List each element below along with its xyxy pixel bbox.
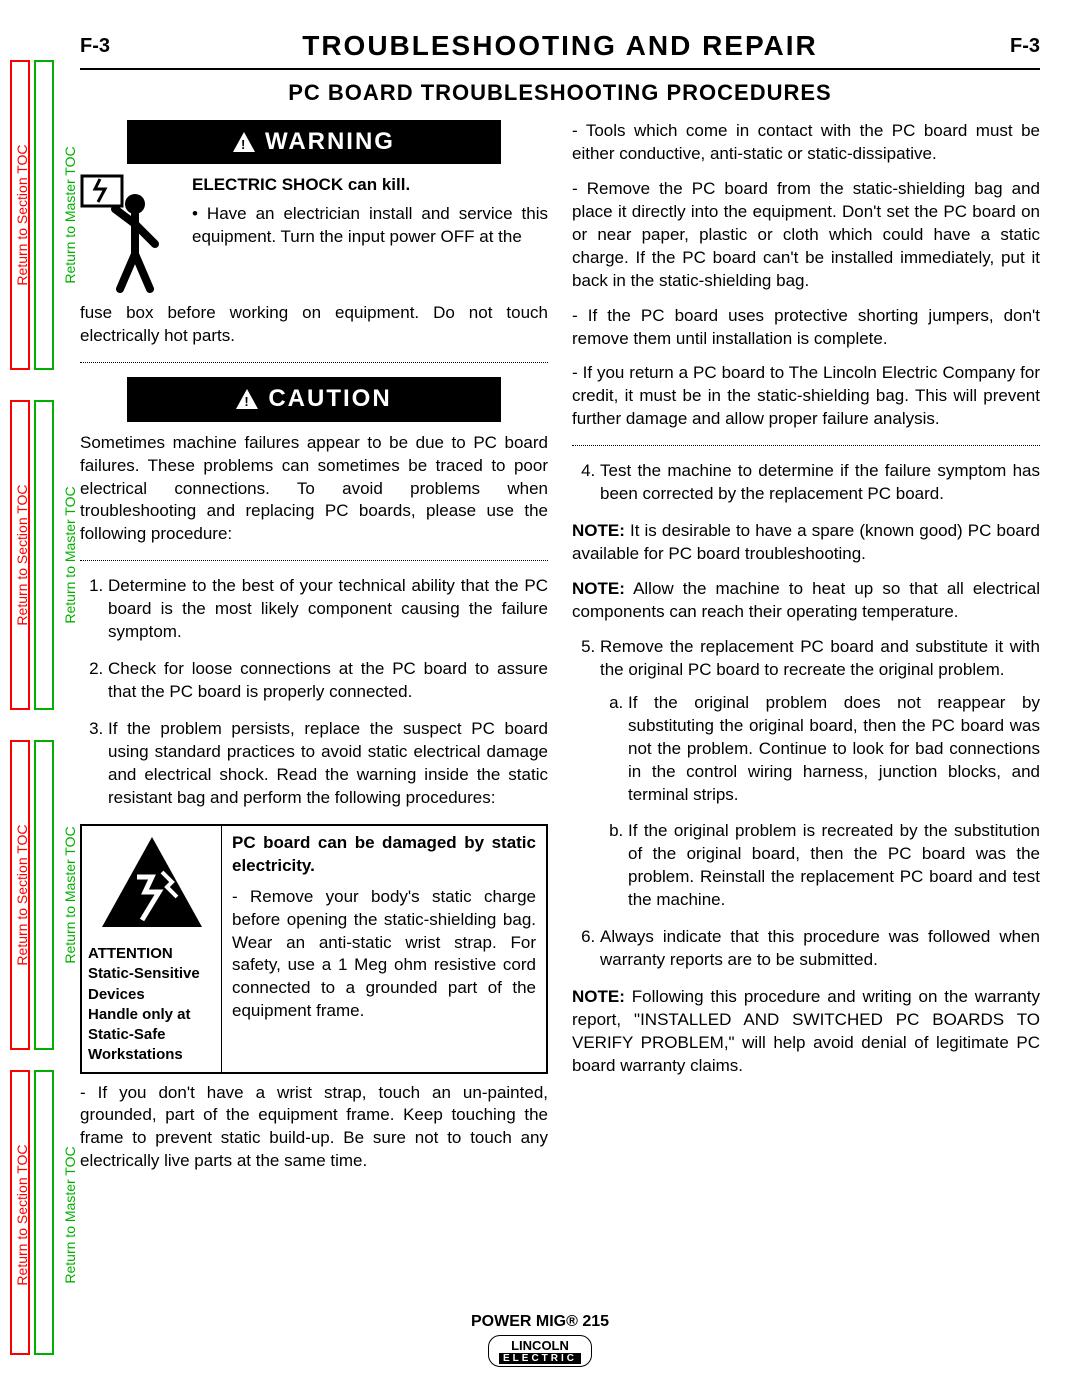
sidebar-section-3[interactable]: Return to Section TOC [10, 740, 30, 1050]
divider-1 [80, 362, 548, 363]
step-1: Determine to the best of your technical … [108, 575, 548, 644]
sidebar-section-2[interactable]: Return to Section TOC [10, 400, 30, 710]
note-2: NOTE: Allow the machine to heat up so th… [572, 578, 1040, 624]
right-p2: - Remove the PC board from the static-sh… [572, 178, 1040, 293]
note-1: NOTE: It is desirable to have a spare (k… [572, 520, 1040, 566]
step-5: Remove the replacement PC board and subs… [600, 636, 1040, 912]
static-right-panel: PC board can be damaged by static electr… [222, 826, 546, 1072]
page-content: F-3 TROUBLESHOOTING AND REPAIR F-3 PC BO… [80, 30, 1040, 1185]
attention-label: ATTENTION [88, 944, 215, 964]
sidebar-toc-links: Return to Section TOC Return to Master T… [10, 0, 60, 1397]
step-5b: If the original problem is recreated by … [628, 820, 1040, 912]
caution-triangle-icon [236, 389, 258, 409]
step-6: Always indicate that this procedure was … [600, 926, 1040, 972]
caution-intro: Sometimes machine failures appear to be … [80, 432, 548, 547]
step-5-sublist: If the original problem does not reappea… [600, 692, 1040, 912]
attention-lines: Static-Sensitive Devices Handle only at … [88, 964, 215, 1065]
shock-continuation: fuse box before working on equipment. Do… [80, 302, 548, 348]
header-row: F-3 TROUBLESHOOTING AND REPAIR F-3 [80, 30, 1040, 62]
procedure-list-5-6: Remove the replacement PC board and subs… [572, 636, 1040, 972]
procedure-list-1-3: Determine to the best of your technical … [80, 575, 548, 809]
caution-label: CAUTION [268, 383, 391, 415]
electric-shock-block: ELECTRIC SHOCK can kill. • Have an elect… [80, 174, 548, 294]
product-name: POWER MIG® 215 [0, 1313, 1080, 1331]
page-footer: POWER MIG® 215 LINCOLN ELECTRIC [0, 1313, 1080, 1367]
divider-2 [80, 560, 548, 561]
right-p3: - If the PC board uses protective shorti… [572, 305, 1040, 351]
static-body-1: - Remove your body's static charge befor… [232, 886, 536, 1024]
page-subtitle: PC BOARD TROUBLESHOOTING PROCEDURES [80, 80, 1040, 106]
esd-triangle-icon [88, 832, 215, 938]
sidebar-section-1[interactable]: Return to Section TOC [10, 60, 30, 370]
note-3: NOTE: Following this procedure and writi… [572, 986, 1040, 1078]
step-2: Check for loose connections at the PC bo… [108, 658, 548, 704]
static-heading: PC board can be damaged by static electr… [232, 832, 536, 878]
shock-heading: ELECTRIC SHOCK can kill. [192, 174, 548, 197]
step-3: If the problem persists, replace the sus… [108, 718, 548, 810]
divider-3 [572, 445, 1040, 446]
static-left-panel: ATTENTION Static-Sensitive Devices Handl… [82, 826, 222, 1072]
static-attention-box: ATTENTION Static-Sensitive Devices Handl… [80, 824, 548, 1074]
right-p4: - If you return a PC board to The Lincol… [572, 362, 1040, 431]
warning-banner: WARNING [127, 120, 501, 164]
sidebar-master-3[interactable]: Return to Master TOC [34, 740, 54, 1050]
page-code-right: F-3 [1010, 35, 1040, 58]
shock-person-icon [80, 174, 180, 294]
right-p1: - Tools which come in contact with the P… [572, 120, 1040, 166]
warning-label: WARNING [265, 126, 395, 158]
sidebar-master-1[interactable]: Return to Master TOC [34, 60, 54, 370]
sidebar-master-2[interactable]: Return to Master TOC [34, 400, 54, 710]
logo-bottom: ELECTRIC [499, 1353, 581, 1364]
step-4: Test the machine to determine if the fai… [600, 460, 1040, 506]
logo-top: LINCOLN [499, 1338, 581, 1353]
shock-text: ELECTRIC SHOCK can kill. • Have an elect… [192, 174, 548, 294]
step-5a: If the original problem does not reappea… [628, 692, 1040, 807]
caution-banner: CAUTION [127, 377, 501, 421]
lincoln-logo: LINCOLN ELECTRIC [488, 1335, 592, 1367]
page-code-left: F-3 [80, 35, 110, 58]
shock-bullet: Have an electrician install and service … [192, 204, 548, 246]
warning-triangle-icon [233, 132, 255, 152]
title-underline [80, 68, 1040, 70]
two-column-layout: WARNING ELECTRIC SHOCK can kill. • Have … [80, 120, 1040, 1185]
left-column: WARNING ELECTRIC SHOCK can kill. • Have … [80, 120, 548, 1185]
page-title: TROUBLESHOOTING AND REPAIR [110, 30, 1010, 62]
procedure-list-4: Test the machine to determine if the fai… [572, 460, 1040, 506]
right-column: - Tools which come in contact with the P… [572, 120, 1040, 1185]
static-continuation: - If you don't have a wrist strap, touch… [80, 1082, 548, 1174]
